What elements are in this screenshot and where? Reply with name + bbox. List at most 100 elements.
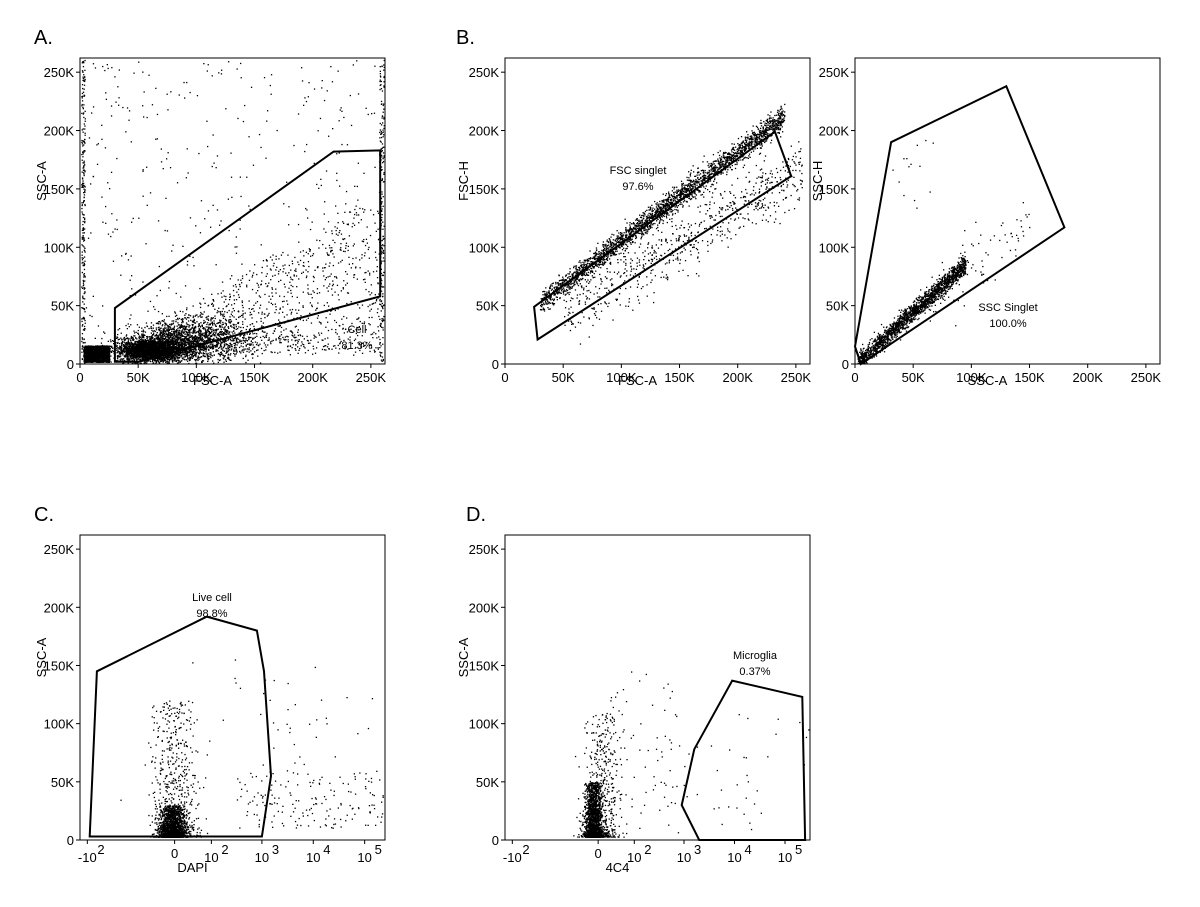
event-dot [96, 356, 98, 358]
event-dot [88, 357, 90, 360]
event-dot [86, 360, 89, 363]
event-dot [132, 355, 134, 358]
event-dot [242, 321, 244, 323]
event-dot [118, 348, 120, 350]
event-dot [169, 354, 171, 357]
event-dot [162, 353, 164, 355]
event-dot [91, 360, 93, 362]
event-dot [95, 353, 97, 356]
event-dot [181, 360, 183, 362]
event-dot [122, 354, 124, 356]
event-dot [101, 360, 103, 363]
event-dot [83, 360, 85, 362]
event-dot [107, 360, 109, 362]
event-dot [166, 362, 168, 365]
x-tick-label: 250K [356, 370, 387, 385]
event-dot [123, 362, 125, 364]
event-dot [171, 359, 173, 361]
event-dot [156, 332, 158, 334]
event-dot [86, 348, 88, 350]
event-dot [126, 337, 128, 340]
event-dot [91, 353, 93, 355]
event-dot [150, 360, 152, 363]
event-dot [125, 341, 128, 344]
event-dot [149, 354, 151, 356]
event-dot [177, 356, 179, 358]
event-dot [163, 350, 165, 352]
event-dot [85, 358, 87, 361]
event-dot [96, 353, 98, 356]
event-dot [104, 348, 106, 350]
event-dot [133, 362, 135, 364]
event-dot [260, 347, 263, 350]
event-dots [81, 59, 385, 365]
event-dot [90, 358, 92, 360]
event-dot [127, 355, 129, 358]
event-dot [96, 360, 99, 363]
event-dot [121, 340, 124, 343]
y-tick-label: 50K [51, 299, 74, 314]
event-dot [90, 347, 92, 349]
event-dot [192, 332, 194, 335]
event-dot [169, 355, 171, 357]
event-dot [117, 341, 119, 344]
event-dot [245, 339, 247, 341]
event-dot [150, 322, 153, 324]
event-dot [118, 351, 120, 353]
event-dot [207, 319, 210, 321]
event-dot [101, 344, 104, 347]
event-dot [182, 350, 184, 352]
event-dot [125, 351, 127, 353]
event-dot [162, 359, 164, 362]
event-dot [83, 360, 86, 362]
event-dot [106, 355, 108, 357]
event-dot [102, 361, 104, 363]
event-dot [108, 351, 110, 353]
event-dot [93, 359, 95, 362]
event-dot [107, 347, 109, 349]
event-dot [133, 359, 136, 361]
event-dot [92, 357, 95, 359]
event-dot [217, 328, 219, 330]
event-dot [118, 352, 121, 354]
y-tick-label: 200K [44, 124, 75, 139]
event-dot [132, 357, 134, 359]
event-dot [174, 358, 176, 361]
event-dot [161, 338, 163, 340]
event-dot [122, 352, 124, 355]
event-dot [100, 355, 102, 357]
event-dot [168, 358, 170, 361]
event-dot [192, 356, 195, 358]
event-dot [126, 328, 128, 330]
event-dot [109, 358, 111, 360]
event-dot [117, 339, 119, 341]
event-dot [166, 357, 168, 359]
event-dot [180, 360, 182, 362]
event-dot [143, 334, 145, 336]
event-dot [227, 333, 230, 335]
event-dot [97, 351, 99, 353]
event-dot [105, 359, 107, 361]
event-dot [141, 341, 143, 344]
event-dot [94, 347, 96, 349]
event-dot [84, 358, 86, 360]
event-dot [146, 337, 148, 340]
event-dot [166, 358, 168, 360]
event-dot [98, 348, 101, 350]
event-dot [95, 354, 98, 357]
event-dot [108, 354, 110, 356]
event-dot [93, 349, 95, 351]
event-dot [119, 353, 122, 355]
event-dot [135, 353, 137, 355]
event-dot [155, 327, 157, 329]
event-dot [86, 351, 88, 353]
event-dot [123, 356, 126, 358]
event-dot [123, 351, 125, 354]
event-dot [168, 327, 170, 329]
event-dot [105, 353, 107, 355]
y-tick-label: 100K [44, 240, 75, 255]
event-dot [116, 345, 118, 347]
event-dot [101, 347, 103, 349]
event-dot [83, 355, 85, 357]
event-dot [99, 354, 102, 356]
